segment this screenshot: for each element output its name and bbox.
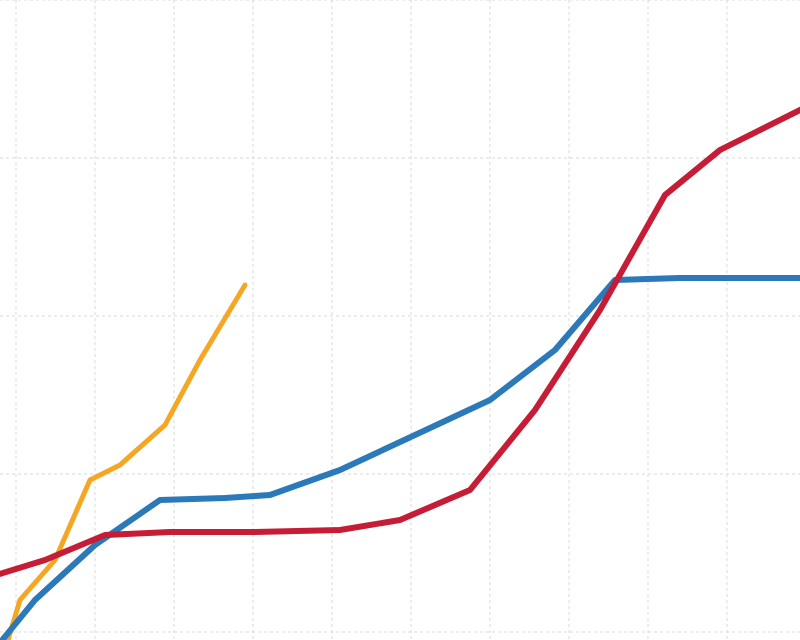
chart-canvas <box>0 0 800 640</box>
line-chart <box>0 0 800 640</box>
chart-background <box>0 0 800 640</box>
